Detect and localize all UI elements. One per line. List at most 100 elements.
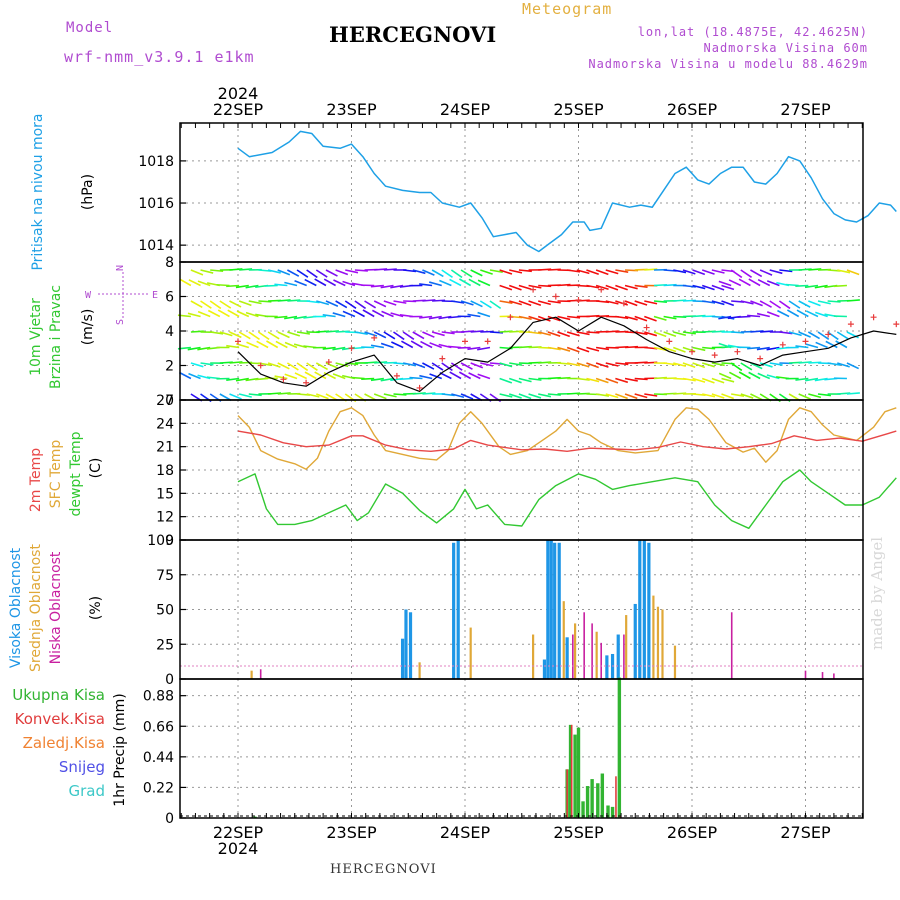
- convective-precip-bar: [570, 724, 573, 818]
- wind-barb: [624, 315, 638, 321]
- wind-barb: [391, 341, 404, 349]
- mid-cloud-bar: [469, 627, 472, 679]
- wind-barb: [315, 269, 328, 278]
- wind-barb: [701, 362, 715, 368]
- wind-barb: [477, 279, 491, 287]
- wind-barb: [458, 371, 472, 380]
- high-cloud-bar: [549, 540, 553, 679]
- wind-barb: [702, 393, 716, 398]
- wind-barb: [296, 331, 310, 335]
- total-precip-bar: [600, 773, 605, 818]
- wind-gust-mark: [257, 362, 264, 369]
- wind-barb: [219, 300, 232, 309]
- wind-barb: [538, 300, 551, 306]
- pressure-unit-label: (hPa): [80, 174, 96, 210]
- wind-barb: [419, 374, 433, 380]
- wind-barb: [197, 310, 211, 318]
- wind-barb: [518, 269, 532, 273]
- wind-barb: [547, 346, 561, 351]
- wind-barb: [370, 284, 384, 288]
- wind-barb: [779, 331, 793, 335]
- wind-barb: [468, 278, 481, 287]
- wind-barb: [740, 269, 753, 278]
- wind-barb: [238, 300, 252, 307]
- cloud-unit-label: (%): [88, 596, 104, 620]
- y-tick-label: 27: [156, 393, 174, 409]
- wind-barb: [480, 362, 494, 367]
- wind-barb: [605, 393, 619, 399]
- wind-barb: [615, 393, 628, 400]
- wind-barb: [489, 300, 502, 310]
- wind-barb: [207, 309, 221, 318]
- wind-barb: [759, 362, 773, 368]
- wind-barb: [431, 362, 444, 371]
- wind-barb: [277, 362, 290, 370]
- top-day-label: 27SEP: [780, 100, 831, 119]
- compass-west: W: [85, 290, 92, 301]
- wind-barb: [682, 377, 696, 382]
- wind-barb: [673, 362, 687, 368]
- wind-barb: [460, 269, 473, 278]
- wind-barb: [293, 343, 307, 349]
- wind-gust-mark: [325, 359, 332, 366]
- wind-barb: [777, 309, 790, 318]
- wind-barb: [345, 269, 359, 274]
- wind-barb: [335, 300, 348, 309]
- wind-barb: [210, 269, 224, 273]
- wind-barb: [226, 284, 240, 288]
- wind-barb: [846, 269, 860, 276]
- wind-barb: [738, 371, 751, 380]
- wind-barb: [528, 331, 542, 335]
- wind-barb: [808, 268, 822, 271]
- cloud-low-side-label: Niska Oblacnost: [48, 551, 64, 664]
- wind-barb: [351, 376, 365, 380]
- wind-barb: [557, 346, 571, 352]
- wind-barb: [663, 331, 677, 337]
- wind-barb: [323, 278, 336, 287]
- wind-barb: [470, 362, 484, 369]
- wind-barb: [740, 300, 754, 305]
- wind-barb: [332, 312, 346, 318]
- wind-barb: [779, 269, 793, 273]
- wind-barb: [393, 393, 407, 396]
- wind-barb: [467, 313, 481, 318]
- wind-barb: [200, 362, 214, 366]
- precip-legend-item: Snijeg: [59, 758, 105, 776]
- high-cloud-bar: [542, 659, 547, 679]
- wind-barb: [450, 269, 463, 279]
- wind-barb: [836, 331, 849, 340]
- compass-north: N: [115, 265, 126, 271]
- wind-barb: [644, 393, 658, 397]
- wind-barb: [306, 393, 320, 398]
- wind-barb: [393, 300, 407, 304]
- wind-barb: [344, 300, 357, 309]
- wind-barb: [248, 331, 260, 341]
- wind-barb: [306, 269, 318, 279]
- wind-barb: [615, 284, 628, 291]
- wind-barb: [509, 362, 523, 366]
- wind-barb: [238, 331, 251, 340]
- wind-barb: [383, 393, 397, 398]
- top-year-label: 2024: [218, 84, 259, 103]
- wind-side-label-2: Brzina i Pravac: [48, 285, 64, 389]
- wind-barb: [325, 362, 339, 369]
- wind-gust-mark: [439, 355, 446, 362]
- wind-barb: [322, 314, 336, 318]
- wind-barb: [219, 331, 233, 337]
- cloud-high-side-label: Visoka Oblacnost: [8, 547, 24, 668]
- wind-barb: [586, 284, 600, 289]
- bottom-day-label: 22SEP: [213, 823, 264, 842]
- wind-barb: [499, 269, 513, 275]
- mid-cloud-bar: [661, 609, 664, 679]
- y-tick-label: 0.88: [143, 689, 174, 705]
- wind-barb: [399, 377, 413, 381]
- wind-barb: [352, 309, 365, 318]
- wind-barb: [528, 315, 542, 322]
- wind-barb: [798, 300, 811, 308]
- wind-barb: [314, 278, 327, 287]
- wind-barb: [409, 376, 423, 380]
- high-cloud-bar: [647, 542, 651, 679]
- wind-barb: [245, 284, 259, 289]
- wind-barb: [701, 269, 715, 275]
- wind-gust-mark: [757, 355, 764, 362]
